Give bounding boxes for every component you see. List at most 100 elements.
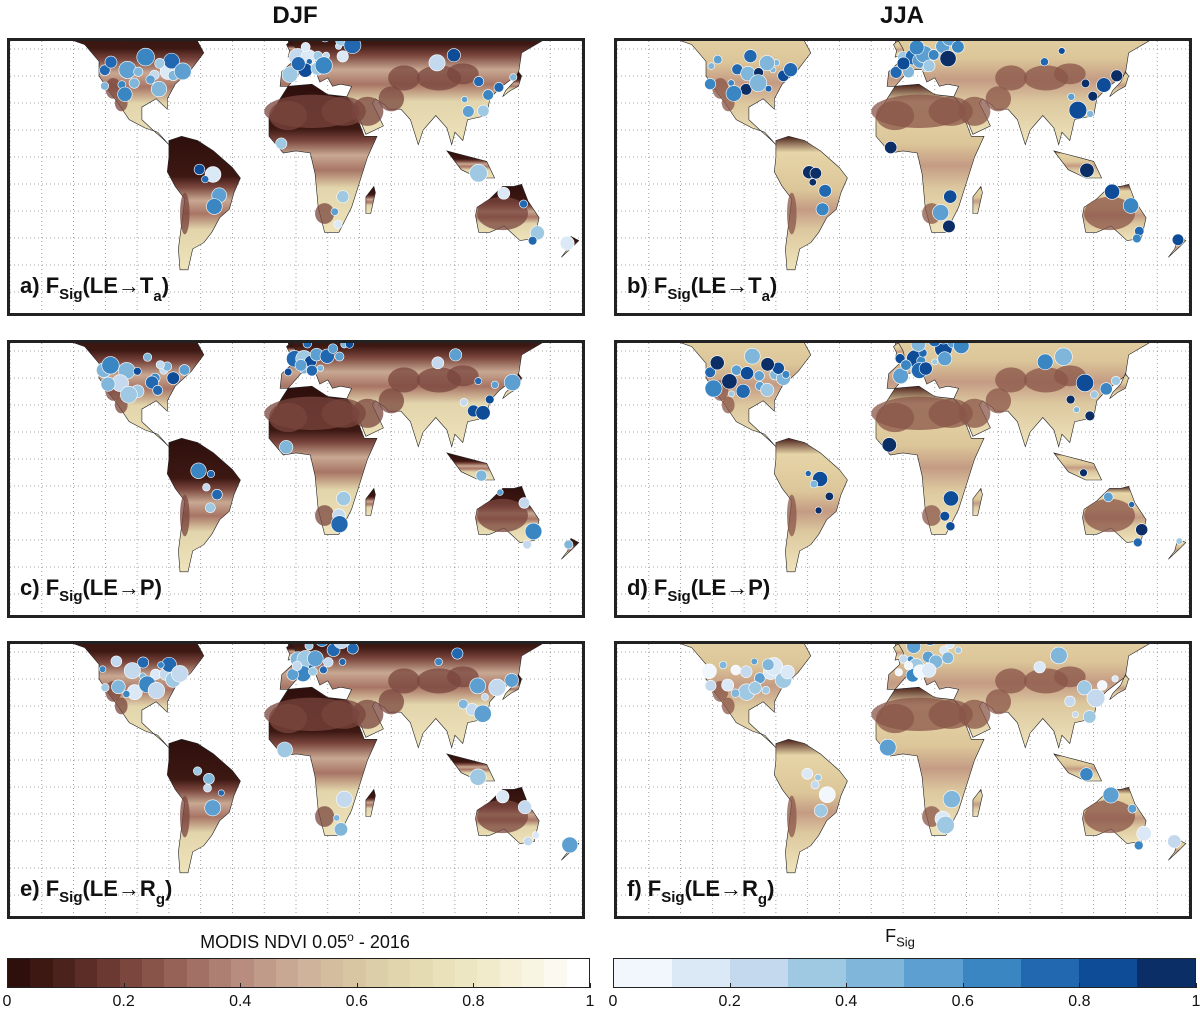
flux-station-marker <box>1036 353 1054 371</box>
flux-station-marker <box>327 343 339 354</box>
flux-station-marker <box>203 772 215 785</box>
flux-station-marker <box>319 665 328 675</box>
colorbar-segment <box>231 959 254 987</box>
flux-station-marker <box>921 662 937 678</box>
colorbar-segment <box>566 959 589 987</box>
flux-station-marker <box>279 440 294 455</box>
flux-station-marker <box>284 367 293 377</box>
colorbar-segment <box>209 959 232 987</box>
low-ndvi-region <box>315 505 335 526</box>
flux-station-marker <box>123 662 141 680</box>
flux-station-marker <box>1079 162 1095 178</box>
flux-station-marker <box>276 741 293 758</box>
flux-station-marker <box>120 385 138 404</box>
flux-station-marker <box>193 163 206 176</box>
landmass-madagascar <box>972 185 983 214</box>
colorbar-segment <box>410 959 433 987</box>
flux-station-marker <box>473 704 492 723</box>
flux-station-marker <box>744 347 761 365</box>
flux-station-marker <box>1090 390 1099 399</box>
map-panel-d: d) FSig(LE→P) <box>614 340 1192 618</box>
flux-station-marker <box>211 489 223 501</box>
flux-station-marker <box>931 358 939 366</box>
flux-station-marker <box>760 383 775 397</box>
flux-station-marker <box>1058 47 1066 55</box>
flux-station-marker <box>308 666 318 677</box>
landmass-samerica <box>773 135 848 271</box>
flux-station-marker <box>818 786 836 804</box>
flux-station-marker <box>804 470 812 477</box>
flux-station-marker <box>1040 57 1049 67</box>
map-panel-f: f) FSig(LE→Rg) <box>614 641 1192 919</box>
flux-station-marker <box>104 55 118 69</box>
flux-station-marker <box>760 357 775 372</box>
low-ndvi-region <box>268 100 308 131</box>
colorbar-segment <box>544 959 567 987</box>
flux-station-marker <box>292 660 303 672</box>
flux-station-marker <box>939 510 950 522</box>
flux-station-marker <box>764 85 773 93</box>
panel-label-c: c) FSig(LE→P) <box>20 575 162 605</box>
flux-station-marker <box>98 665 107 673</box>
low-ndvi-region <box>477 498 528 533</box>
flux-station-marker <box>166 371 180 385</box>
flux-station-marker <box>922 59 936 73</box>
low-ndvi-region <box>180 795 190 838</box>
landmass-eurasia <box>886 41 1150 146</box>
flux-station-marker <box>814 773 822 782</box>
fsig-tick-label: 0.8 <box>1068 993 1091 1010</box>
low-ndvi-region <box>958 699 991 729</box>
flux-station-marker <box>939 50 957 68</box>
flux-station-marker <box>938 343 949 345</box>
low-ndvi-region <box>712 77 729 99</box>
flux-station-marker <box>814 803 828 818</box>
flux-station-marker <box>302 343 312 349</box>
low-ndvi-region <box>875 100 915 131</box>
flux-station-marker <box>941 651 955 665</box>
flux-station-marker <box>1050 646 1068 665</box>
flux-station-marker <box>759 55 775 71</box>
flux-station-marker <box>497 186 511 200</box>
flux-station-marker <box>145 74 156 85</box>
ndvi-colorbar <box>7 958 590 988</box>
colorbar-segment <box>904 959 963 987</box>
flux-station-marker <box>709 355 725 371</box>
flux-station-marker <box>1084 410 1096 422</box>
flux-station-marker <box>749 74 768 93</box>
flux-station-marker <box>446 48 461 63</box>
landmass-madagascar <box>972 487 983 516</box>
landmass-eurasia <box>279 41 543 146</box>
colorbar-segment <box>119 959 143 987</box>
flux-station-marker <box>725 85 743 102</box>
flux-station-marker <box>1099 382 1113 396</box>
flux-station-marker <box>459 397 469 407</box>
flux-station-marker <box>814 506 823 515</box>
flux-station-marker <box>100 81 110 91</box>
flux-station-marker <box>100 376 116 392</box>
ndvi-tick-mark <box>7 983 8 988</box>
flux-station-marker <box>99 64 111 76</box>
flux-station-marker <box>137 656 150 669</box>
flux-station-marker <box>101 356 120 375</box>
colorbar-segment <box>614 959 673 987</box>
flux-station-marker <box>201 175 210 184</box>
flux-station-marker <box>1133 840 1144 851</box>
colorbar-segment <box>8 959 31 987</box>
ndvi-tick-mark <box>473 983 475 988</box>
fsig-tick-label: 0 <box>608 993 618 1010</box>
low-ndvi-region <box>378 689 405 715</box>
flux-station-marker <box>178 364 191 376</box>
flux-station-marker <box>904 661 914 671</box>
low-ndvi-region <box>105 77 122 99</box>
landmass-eurasia <box>886 343 1150 448</box>
flux-station-marker <box>335 790 353 808</box>
flux-station-marker <box>1080 78 1091 88</box>
flux-station-marker <box>343 41 362 54</box>
flux-station-marker <box>936 815 955 835</box>
flux-station-marker <box>504 673 519 688</box>
flux-station-marker <box>943 189 958 204</box>
flux-station-marker <box>523 836 533 847</box>
flux-station-marker <box>943 490 959 507</box>
low-ndvi-region <box>351 699 384 729</box>
landmass-samerica <box>166 135 241 271</box>
